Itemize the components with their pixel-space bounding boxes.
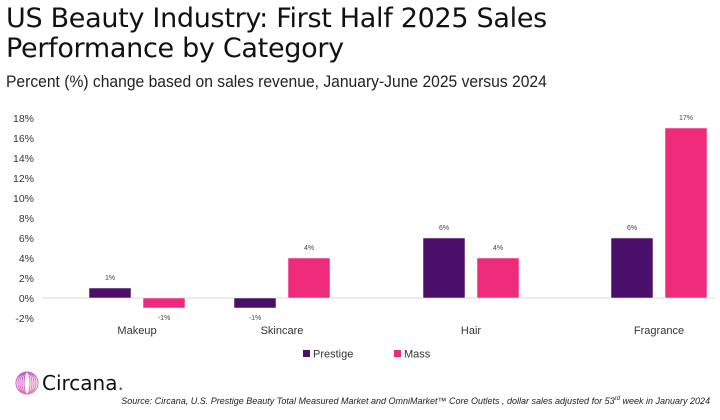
y-tick-label: 18%	[13, 113, 34, 125]
bar-prestige-makeup	[88, 287, 132, 299]
y-tick-label: 0%	[19, 293, 34, 305]
y-tick-label: 8%	[19, 213, 34, 225]
source-text-end: week in January 2024	[619, 396, 710, 406]
bar-prestige-fragrance	[610, 237, 654, 299]
source-superscript: rd	[614, 396, 620, 402]
legend-swatch-prestige	[303, 350, 310, 357]
y-tick-label: 14%	[13, 153, 34, 165]
bar-prestige-hair	[422, 237, 466, 299]
x-tick-label: Fragrance	[634, 325, 684, 337]
data-label: 6%	[627, 225, 637, 232]
logo-wordmark: Circana	[42, 371, 118, 395]
chart-subtitle: Percent (%) change based on sales revenu…	[6, 72, 547, 91]
data-label: 4%	[304, 245, 314, 252]
y-tick-label: -2%	[15, 313, 34, 325]
logo-dot: .	[117, 371, 124, 395]
legend-label-mass: Mass	[404, 349, 431, 361]
y-tick-label: 6%	[19, 233, 34, 245]
bars: 1% -1% -1% 4% 6% 4% 6% 17%	[88, 115, 708, 322]
source-text: Source: Circana, U.S. Prestige Beauty To…	[121, 396, 615, 406]
data-label: 4%	[493, 245, 503, 252]
data-label: 1%	[105, 275, 115, 282]
x-axis: Makeup Skincare Hair Fragrance	[117, 325, 684, 337]
data-label: -1%	[158, 315, 170, 322]
data-label: 17%	[679, 115, 693, 122]
data-label: 6%	[439, 225, 449, 232]
circana-logo-text: Circana.	[42, 371, 124, 395]
circana-logo: Circana.	[14, 370, 124, 396]
circana-logo-icon	[15, 371, 39, 395]
legend: Prestige Mass	[303, 349, 431, 361]
y-axis: -2% 0% 2% 4% 6% 8% 10% 12% 14% 16% 18%	[13, 113, 34, 325]
y-tick-label: 12%	[13, 173, 34, 185]
x-tick-label: Makeup	[117, 325, 156, 337]
bar-mass-makeup	[142, 297, 186, 309]
data-label: -1%	[249, 315, 261, 322]
bar-mass-hair	[476, 257, 520, 299]
y-tick-label: 2%	[19, 273, 34, 285]
legend-label-prestige: Prestige	[313, 349, 353, 361]
chart-title: US Beauty Industry: First Half 2025 Sale…	[6, 3, 547, 64]
bar-mass-skincare	[287, 257, 331, 299]
bar-prestige-skincare	[233, 297, 277, 309]
source-note: Source: Circana, U.S. Prestige Beauty To…	[121, 396, 710, 406]
legend-swatch-mass	[394, 350, 401, 357]
y-tick-label: 10%	[13, 193, 34, 205]
x-tick-label: Skincare	[261, 325, 304, 337]
bar-mass-fragrance	[664, 127, 708, 299]
y-tick-label: 16%	[13, 133, 34, 145]
bar-chart: -2% 0% 2% 4% 6% 8% 10% 12% 14% 16% 18% 1% -1% -1% 4% 6…	[13, 113, 715, 361]
x-tick-label: Hair	[461, 325, 482, 337]
y-tick-label: 4%	[19, 253, 34, 265]
